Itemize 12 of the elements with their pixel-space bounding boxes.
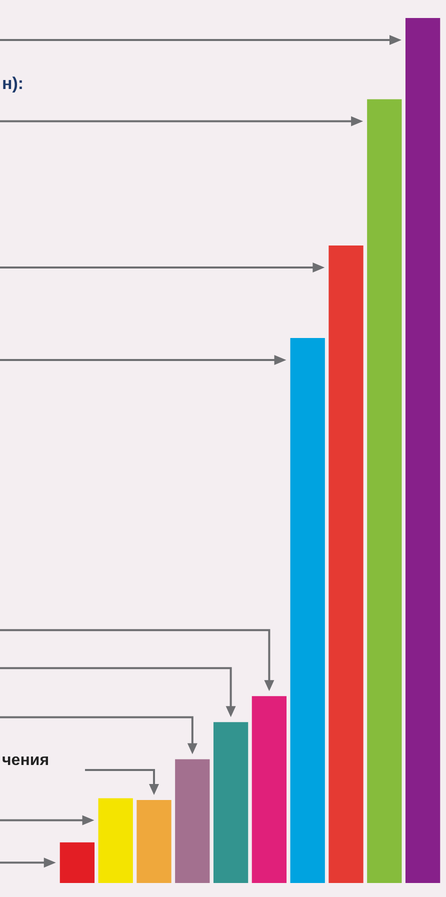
bar bbox=[136, 800, 172, 883]
bar bbox=[175, 759, 210, 883]
text: н): bbox=[2, 74, 24, 94]
bar bbox=[405, 18, 440, 883]
bar bbox=[290, 338, 325, 883]
bar bbox=[213, 722, 248, 883]
bar bbox=[328, 245, 364, 883]
bar bbox=[60, 842, 95, 883]
text: чения bbox=[2, 752, 50, 770]
bar bbox=[98, 798, 133, 883]
bar bbox=[367, 99, 402, 883]
bar bbox=[252, 696, 287, 883]
